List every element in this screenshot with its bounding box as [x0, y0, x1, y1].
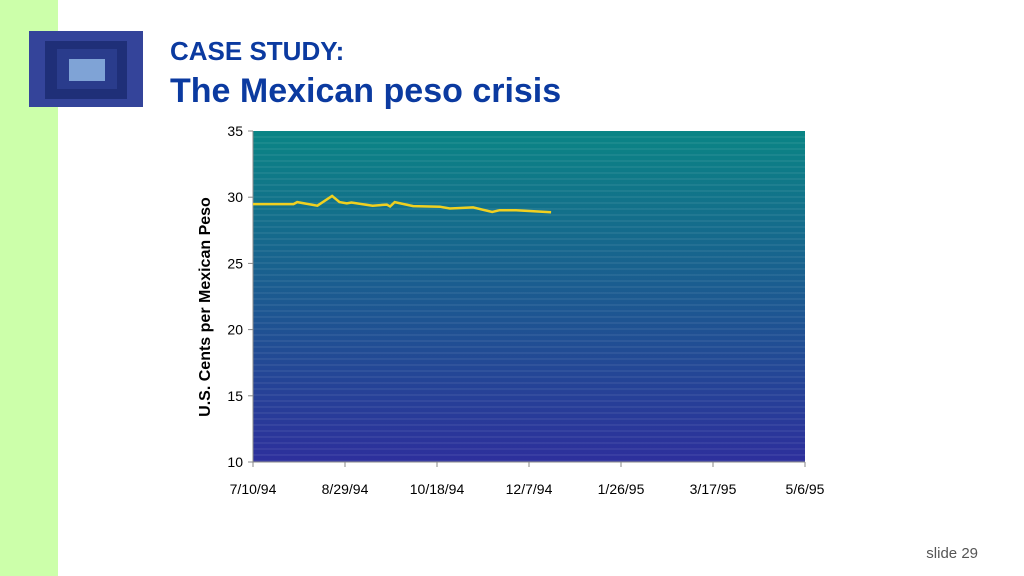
y-tick-label: 30: [227, 189, 243, 205]
y-axis-label: U.S. Cents per Mexican Peso: [197, 197, 214, 417]
x-tick-label: 7/10/94: [230, 481, 277, 497]
x-tick-label: 3/17/95: [690, 481, 737, 497]
y-tick-label: 20: [227, 322, 243, 338]
y-tick-label: 15: [227, 388, 243, 404]
x-tick-label: 10/18/94: [410, 481, 465, 497]
slide-number: slide 29: [926, 545, 978, 562]
slide-title: The Mexican peso crisis: [170, 72, 562, 110]
y-tick-label: 10: [227, 454, 243, 470]
plot-area: [253, 131, 805, 462]
x-tick-label: 8/29/94: [322, 481, 369, 497]
x-tick-label: 12/7/94: [506, 481, 553, 497]
x-tick-label: 1/26/95: [598, 481, 645, 497]
slide-kicker: CASE STUDY:: [170, 36, 345, 66]
logo-image: [29, 31, 143, 107]
y-tick-label: 25: [227, 255, 243, 271]
x-tick-label: 5/6/95: [786, 481, 825, 497]
series-line: [253, 194, 552, 214]
y-tick-label: 35: [227, 123, 243, 139]
